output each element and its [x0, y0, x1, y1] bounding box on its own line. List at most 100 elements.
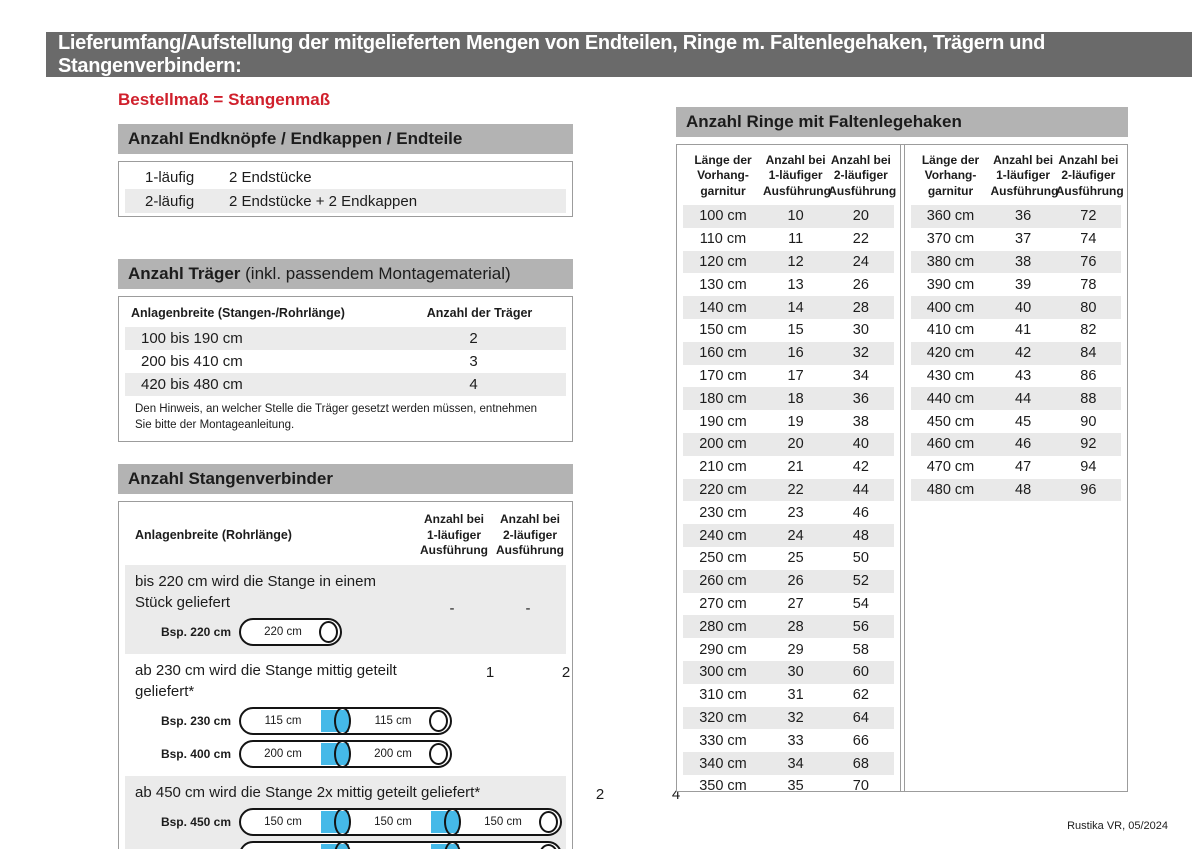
traeger-heading-bold: Anzahl Träger: [128, 264, 241, 283]
rod-segment-label: 200 cm: [374, 747, 412, 760]
rings-2-laeufig-value: 62: [852, 687, 869, 704]
rings-2-laeufig-value: 84: [1080, 345, 1097, 362]
garnitur-length-value: 180 cm: [699, 390, 747, 407]
rod-example-row: Bsp. 230 cm 115 cm 115 cm: [135, 706, 452, 735]
rings-1-laeufig-value: 28: [787, 618, 804, 635]
traeger-row: 420 bis 480 cm 4: [125, 373, 566, 396]
ring-table-row: 110 cm 11 22: [683, 228, 894, 251]
ring-table-row: 160 cm 16 32: [683, 341, 894, 365]
garnitur-length-value: 130 cm: [699, 276, 747, 293]
garnitur-length-value: 410 cm: [926, 322, 975, 339]
rod-segment-label: 115 cm: [374, 714, 412, 727]
verbinder-table: Anlagenbreite (Rohrlänge) Anzahl bei 1-l…: [118, 501, 680, 849]
ring-table-row: 390 cm 39 78: [911, 273, 1122, 296]
verbinder-col1-header: Anlagenbreite (Rohrlänge): [135, 528, 292, 543]
garnitur-length-value: 320 cm: [699, 710, 747, 726]
verbinder-group: ab 230 cm wird die Stange mittig geteilt…: [125, 654, 570, 776]
rings-1-laeufig-value: 10: [787, 208, 804, 225]
section-endteile-heading: Anzahl Endknöpfe / Endkappen / Endteile: [118, 124, 573, 154]
rings-2-laeufig-value: 50: [852, 550, 869, 567]
rings-1-laeufig-value: 24: [787, 527, 804, 544]
rings-1-laeufig-value: 39: [1015, 276, 1032, 293]
ring-table-row: 240 cm 24 48: [683, 524, 894, 548]
rings-2-laeufig-value: 40: [852, 436, 869, 453]
rings-1-laeufig-value: 23: [787, 504, 804, 521]
ringe-heading-text: Anzahl Ringe mit Faltenlegehaken: [686, 112, 962, 131]
rings-2-laeufig-value: 86: [1080, 368, 1097, 385]
rings-2-laeufig-value: 70: [852, 778, 869, 795]
traeger-table-header: Anlagenbreite (Stangen-/Rohrlänge) Anzah…: [119, 299, 572, 327]
section-verbinder-heading: Anzahl Stangenverbinder: [118, 464, 573, 495]
rings-1-laeufig-value: 18: [787, 390, 804, 407]
rod-segment-label: 115 cm: [264, 714, 302, 727]
garnitur-length-value: 240 cm: [699, 527, 747, 544]
ring-table-row: 120 cm 12 24: [683, 250, 894, 274]
ring-table-row: 210 cm 21 42: [683, 456, 894, 479]
ringe-col2-header: Anzahl bei 1-läufiger Ausführung: [762, 153, 831, 198]
example-label: Bsp. 480 cm: [135, 848, 231, 849]
garnitur-length-value: 100 cm: [699, 208, 747, 225]
garnitur-length-value: 150 cm: [699, 322, 747, 339]
rod-endcap-icon: [539, 810, 558, 833]
ringe-right-header: Länge der Vorhang- garnitur Anzahl bei 1…: [911, 145, 1124, 205]
rod-diagram: 115 cm 115 cm: [239, 706, 452, 735]
garnitur-length-value: 250 cm: [699, 550, 747, 567]
garnitur-length-value: 330 cm: [699, 732, 747, 749]
rings-2-laeufig-value: 60: [852, 664, 869, 681]
rings-1-laeufig-value: 31: [787, 687, 804, 704]
garnitur-length-value: 190 cm: [699, 413, 747, 430]
group-description: ab 450 cm wird die Stange 2x mittig gete…: [135, 783, 481, 801]
ring-table-row: 230 cm 23 46: [683, 501, 894, 524]
ring-table-row: 270 cm 27 54: [683, 593, 894, 616]
garnitur-length-value: 140 cm: [699, 299, 747, 316]
ringe-col2-header: Anzahl bei 1-läufiger Ausführung: [990, 153, 1059, 198]
ring-table-row: 370 cm 37 74: [911, 228, 1122, 251]
rings-1-laeufig-value: 48: [1015, 482, 1032, 499]
rings-1-laeufig-value: 33: [787, 732, 804, 749]
width-range-value: 420 bis 480 cm: [141, 376, 243, 393]
endteile-table: 1-läufig 2 Endstücke 2-läufig 2 Endstücke +…: [118, 161, 573, 217]
ring-table-row: 280 cm 28 56: [683, 615, 894, 639]
page-title: Lieferumfang/Aufstellung der mitgeliefer…: [58, 31, 1046, 77]
rod-diagram: 220 cm: [239, 617, 342, 646]
count-2-laeufig-value: 4: [671, 785, 681, 803]
rings-2-laeufig-value: 58: [852, 641, 869, 658]
ringe-table-right: Länge der Vorhang- garnitur Anzahl bei 1…: [903, 145, 1128, 791]
rings-1-laeufig-value: 12: [787, 254, 804, 271]
group-description: bis 220 cm wird die Stange in einem Stüc…: [135, 572, 376, 611]
count-1-laeufig-value: 1: [485, 663, 495, 681]
garnitur-length-value: 470 cm: [926, 459, 975, 476]
ring-table-row: 350 cm 35 70: [683, 775, 894, 798]
rings-1-laeufig-value: 13: [787, 276, 804, 293]
ringe-left-rows: 100 cm 10 20 110 cm 11 22 120 cm 12 24 130 cm 13 26…: [683, 205, 894, 798]
traeger-note: Den Hinweis, an welcher Stelle die Träge…: [135, 403, 538, 431]
ring-table-row: 190 cm 19 38: [683, 410, 894, 433]
rings-2-laeufig-value: 88: [1080, 390, 1097, 407]
ring-table-row: 200 cm 20 40: [683, 433, 894, 456]
order-measure-note: Bestellmaß = Stangenmaß: [118, 90, 331, 109]
rod-connector: [319, 840, 357, 849]
traeger-row: 100 bis 190 cm 2: [125, 327, 566, 350]
garnitur-length-value: 260 cm: [699, 573, 747, 590]
rings-2-laeufig-value: 68: [852, 755, 869, 772]
group-main: ab 450 cm wird die Stange 2x mittig gete…: [125, 782, 562, 849]
rings-2-laeufig-value: 82: [1080, 322, 1097, 339]
group-description: ab 230 cm wird die Stange mittig geteilt…: [135, 661, 397, 700]
verbinder-col2-header: Anzahl bei 1-läufiger Ausführung: [420, 512, 488, 558]
rings-2-laeufig-value: 90: [1080, 413, 1097, 430]
joint-arc-icon: [334, 807, 351, 836]
rings-2-laeufig-value: 64: [852, 710, 869, 726]
garnitur-length-value: 370 cm: [926, 231, 975, 248]
rings-1-laeufig-value: 25: [787, 550, 804, 567]
rings-2-laeufig-value: 30: [852, 322, 869, 339]
garnitur-length-value: 340 cm: [699, 755, 747, 772]
verbinder-table-header: Anlagenbreite (Rohrlänge) Anzahl bei 1-l…: [119, 506, 572, 565]
endteile-row: 2-läufig 2 Endstücke + 2 Endkappen: [125, 189, 566, 213]
joint-arc-icon: [444, 807, 461, 836]
garnitur-length-value: 460 cm: [926, 436, 975, 453]
rod-endcap-icon: [429, 709, 448, 732]
garnitur-length-value: 480 cm: [926, 482, 975, 499]
ring-table-row: 180 cm 18 36: [683, 387, 894, 411]
ring-table-row: 140 cm 14 28: [683, 296, 894, 320]
verbinder-group: ab 450 cm wird die Stange 2x mittig gete…: [125, 775, 680, 849]
